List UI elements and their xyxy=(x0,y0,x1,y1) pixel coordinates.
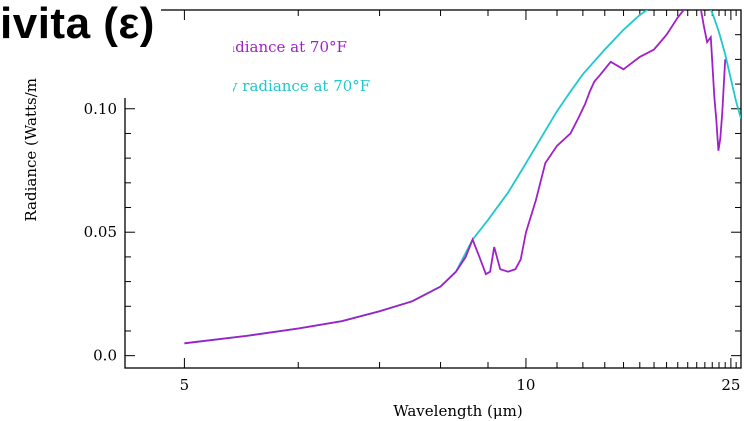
y-tick-label: 0.05 xyxy=(84,223,117,241)
legend-entry-radiance: radiance at 70°F xyxy=(219,38,347,56)
y-axis-label: Radiance (Watts/m xyxy=(22,78,40,222)
y-tick-label: 0.10 xyxy=(84,100,117,118)
x-tick-label: 10 xyxy=(516,376,535,394)
y-tick-label: 0.0 xyxy=(93,347,117,365)
slide-title: ivita (ε) xyxy=(0,0,161,54)
series-line-radiance xyxy=(184,10,727,345)
x-axis-label: Wavelength (μm) xyxy=(393,402,522,420)
plot-frame xyxy=(124,9,742,369)
x-tick-label: 5 xyxy=(180,376,190,394)
x-tick-label: 25 xyxy=(721,376,740,394)
